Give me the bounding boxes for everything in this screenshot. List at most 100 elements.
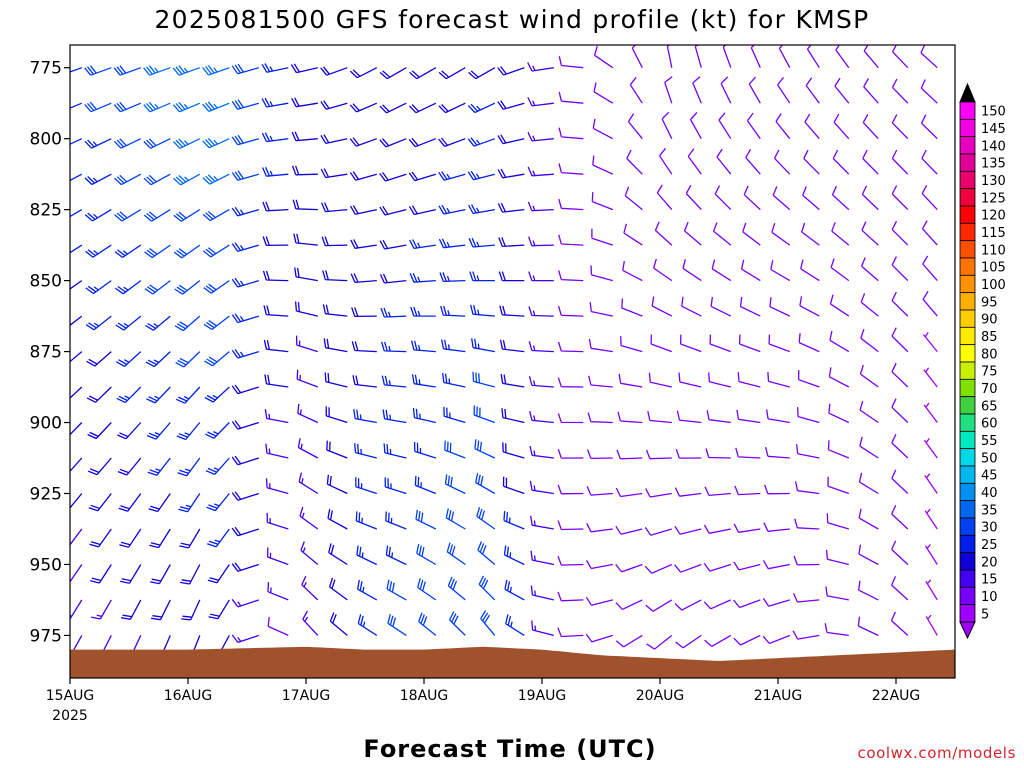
wind-barb (409, 239, 436, 250)
wind-barb (206, 493, 230, 512)
wind-barb (646, 634, 673, 650)
wind-barb (497, 100, 525, 110)
wind-barb (645, 449, 672, 460)
wind-barb (622, 260, 643, 282)
colorbar-label: 50 (981, 451, 998, 466)
wind-barb (442, 373, 466, 388)
wind-barb (261, 63, 289, 73)
wind-barb (585, 596, 613, 606)
wind-barb (631, 45, 643, 68)
wind-barb (115, 351, 142, 367)
wind-barb (498, 237, 525, 248)
wind-barb (762, 560, 790, 570)
wind-barb (557, 448, 584, 459)
wind-barb (114, 244, 142, 258)
colorbar-swatch (959, 500, 976, 519)
wind-barb (793, 593, 820, 603)
wind-barb (326, 440, 348, 459)
wind-barb (891, 505, 909, 530)
wind-barb (294, 267, 318, 282)
wind-barb (706, 410, 731, 424)
wind-barb (205, 422, 230, 439)
wind-barb (681, 296, 702, 317)
wind-barb (557, 484, 584, 495)
wind-barb (70, 102, 83, 109)
wind-barb (321, 236, 348, 247)
wind-barb (499, 339, 525, 353)
wind-barb (557, 520, 584, 531)
wind-barb (446, 542, 466, 566)
wind-barb (88, 493, 112, 512)
wind-barb (265, 443, 289, 459)
wind-barb (923, 367, 938, 388)
wind-barb (143, 209, 171, 222)
wind-barb (742, 222, 761, 246)
wind-barb (750, 45, 761, 68)
wind-barb (84, 209, 112, 222)
wind-barb (477, 541, 496, 565)
wind-barb (410, 306, 436, 317)
wind-barb (267, 616, 289, 636)
wind-barb (266, 547, 289, 566)
wind-barb (588, 375, 613, 388)
wind-barb (449, 611, 466, 636)
wind-barb (145, 315, 171, 331)
wind-barb (320, 168, 348, 179)
wind-barb (416, 543, 437, 566)
wind-barb (353, 409, 377, 424)
source-credit[interactable]: coolwx.com/models (857, 744, 1016, 762)
colorbar-swatch (959, 569, 976, 588)
wind-barb (503, 511, 525, 530)
colorbar-label: 75 (981, 365, 998, 380)
wind-barb (114, 209, 142, 222)
wind-barb (618, 373, 643, 388)
wind-barb (119, 528, 142, 548)
wind-barb (146, 386, 171, 404)
colorbar-label: 145 (981, 122, 1006, 137)
wind-barb (263, 305, 289, 317)
wind-barb (773, 149, 791, 175)
colorbar-swatch (959, 153, 976, 172)
y-tick-label: 775 (30, 59, 62, 79)
wind-barb (826, 513, 849, 530)
wind-barb (647, 411, 672, 424)
wind-barb (860, 328, 879, 353)
wind-barb (924, 543, 938, 565)
wind-barb (503, 545, 525, 566)
wind-barb (591, 228, 614, 246)
wind-barb (689, 112, 702, 140)
wind-barb (827, 440, 850, 459)
terrain-fill (70, 646, 955, 678)
wind-barb (478, 575, 496, 601)
x-tick-label: 17AUG (282, 688, 331, 704)
wind-barb (590, 265, 613, 282)
wind-barb (208, 599, 230, 620)
wind-barb (261, 132, 289, 143)
y-tick-label: 900 (30, 414, 62, 434)
wind-barb (417, 578, 437, 601)
wind-barb (231, 526, 260, 537)
wind-barb (708, 372, 731, 388)
wind-barb (70, 315, 83, 327)
wind-barb (497, 66, 525, 76)
wind-barb (231, 313, 259, 324)
wind-barb (528, 306, 554, 317)
wind-barb (440, 339, 466, 353)
wind-barb (794, 518, 820, 530)
wind-barb (409, 272, 436, 283)
wind-barb (323, 338, 348, 353)
colorbar-swatch (959, 222, 976, 242)
wind-barb (300, 541, 319, 565)
wind-barb (500, 373, 525, 388)
wind-barb (379, 239, 407, 250)
wind-barb (262, 201, 289, 212)
wind-barb (627, 113, 643, 140)
wind-barb (834, 77, 850, 104)
wind-barb (440, 305, 466, 317)
wind-barb (322, 304, 348, 317)
wind-barb (858, 544, 879, 566)
wind-barb (292, 199, 318, 211)
wind-barb (349, 67, 378, 79)
wind-barb (501, 408, 525, 424)
colorbar-label: 45 (981, 469, 998, 484)
